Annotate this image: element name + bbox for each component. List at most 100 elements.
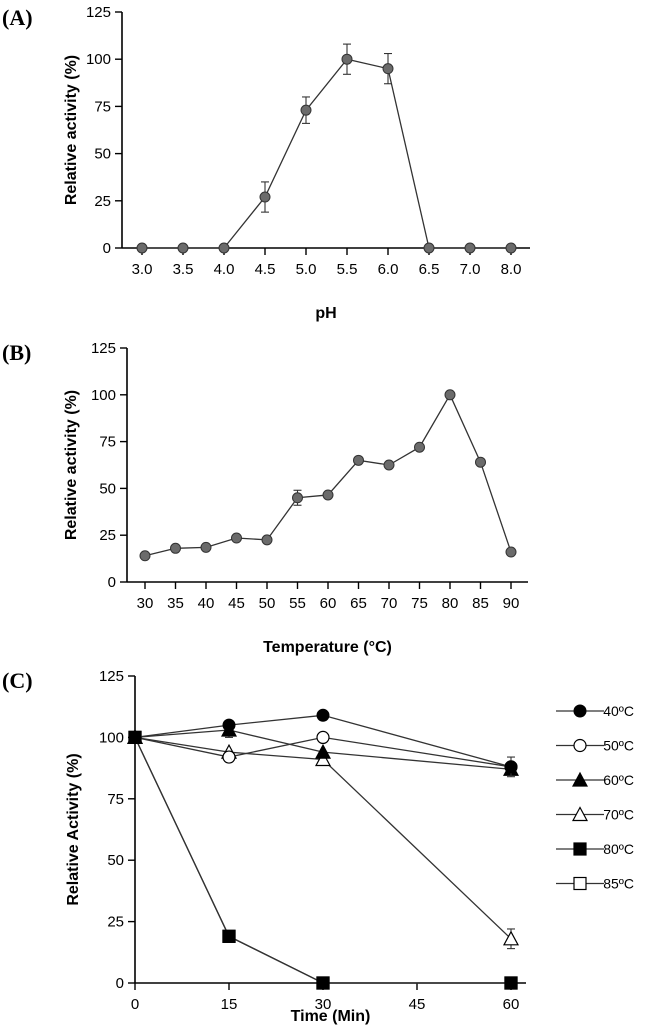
panel-label: (C) — [2, 668, 33, 693]
x-tick-label: 6.0 — [378, 261, 399, 278]
series-point — [222, 718, 236, 732]
data-point — [261, 534, 273, 546]
series-point — [222, 929, 236, 943]
y-tick-label: 0 — [103, 240, 111, 257]
series-line — [134, 736, 512, 768]
x-tick-label: 45 — [228, 595, 245, 612]
panel-label: (B) — [2, 340, 31, 365]
data-point — [136, 242, 148, 254]
series-point — [314, 751, 332, 767]
series-point — [316, 708, 330, 722]
series-point — [316, 976, 330, 990]
data-point — [475, 456, 486, 468]
data-point — [300, 104, 312, 116]
x-tick-label: 65 — [350, 595, 367, 612]
data-point — [177, 242, 189, 254]
data-point — [464, 242, 476, 254]
x-tick-label: 5.5 — [337, 261, 358, 278]
x-tick-label: 60 — [320, 595, 337, 612]
legend-marker — [573, 876, 587, 891]
x-tick-label: 30 — [315, 996, 332, 1013]
data-point — [322, 489, 334, 501]
y-axis-title: Relative activity (%) — [63, 390, 80, 540]
legend-marker — [571, 771, 589, 787]
data-line — [144, 393, 512, 557]
data-point — [414, 441, 425, 453]
y-tick-label: 125 — [99, 668, 124, 685]
legend: 40ºC 50ºC 60ºC 70ºC 80ºC 85ºC — [556, 703, 634, 892]
legend-label: 50ºC — [603, 738, 634, 754]
y-axis-title: Relative activity (%) — [63, 55, 80, 205]
y-tick-label: 50 — [99, 480, 116, 497]
y-tick-label: 50 — [107, 852, 124, 869]
series-point — [314, 743, 332, 759]
series-point — [504, 760, 518, 774]
series-line — [134, 729, 512, 770]
y-tick-label: 25 — [107, 914, 124, 931]
y-tick-label: 0 — [108, 574, 116, 591]
data-point — [423, 242, 435, 254]
data-point — [353, 454, 364, 466]
data-point — [382, 63, 394, 75]
x-tick-label: 3.5 — [173, 261, 194, 278]
x-axis-title: Time (Min) — [291, 1008, 371, 1025]
data-point — [259, 191, 271, 203]
panel-label: (A) — [2, 5, 33, 30]
x-tick-label: 4.0 — [214, 261, 235, 278]
y-tick-label: 75 — [107, 791, 124, 808]
x-tick-label: 3.0 — [132, 261, 153, 278]
legend-marker — [573, 842, 587, 856]
y-axis-title: Relative Activity (%) — [65, 753, 82, 905]
y-tick-label: 100 — [91, 387, 116, 404]
panel-b: (B) 0 25 50 75 100 125 30 35 40 45 50 55 60 65 70 75 80 85… — [2, 340, 528, 656]
y-tick-label: 100 — [99, 729, 124, 746]
y-tick-label: 25 — [99, 527, 116, 544]
y-tick-label: 0 — [116, 975, 124, 992]
data-point — [139, 550, 151, 562]
data-point — [218, 242, 230, 254]
data-point — [292, 492, 303, 504]
y-tick-label: 50 — [94, 146, 111, 163]
x-tick-label: 90 — [503, 595, 520, 612]
x-tick-label: 4.5 — [255, 261, 276, 278]
x-tick-label: 8.0 — [501, 261, 522, 278]
x-tick-label: 7.0 — [460, 261, 481, 278]
x-tick-label: 40 — [198, 595, 215, 612]
data-point — [170, 542, 181, 554]
x-tick-label: 45 — [409, 996, 426, 1013]
x-tick-label: 15 — [221, 996, 238, 1013]
series-point — [504, 976, 518, 990]
x-tick-label: 55 — [289, 595, 306, 612]
x-tick-label: 6.5 — [419, 261, 440, 278]
x-tick-label: 30 — [137, 595, 154, 612]
legend-marker — [573, 704, 587, 718]
data-line — [142, 58, 511, 249]
x-tick-label: 0 — [131, 996, 139, 1013]
x-tick-label: 35 — [167, 595, 184, 612]
legend-label: 40ºC — [603, 703, 634, 719]
x-tick-label: 85 — [472, 595, 489, 612]
y-tick-label: 100 — [86, 51, 111, 68]
legend-marker — [573, 738, 587, 753]
legend-label: 85ºC — [603, 876, 634, 892]
x-axis-title: Temperature (°C) — [263, 639, 392, 656]
x-tick-label: 80 — [442, 595, 459, 612]
x-tick-label: 5.0 — [296, 261, 317, 278]
panel-c: (C) 0 25 50 75 100 125 0 15 30 45 60 Relative Activi… — [2, 668, 526, 1025]
series-point — [502, 930, 520, 946]
legend-marker — [571, 806, 589, 822]
x-tick-label: 60 — [503, 996, 520, 1013]
series-line — [134, 737, 511, 984]
series-point — [222, 750, 236, 764]
legend-label: 60ºC — [603, 772, 634, 788]
x-tick-label: 70 — [381, 595, 398, 612]
legend-label: 80ºC — [603, 841, 634, 857]
series-line — [134, 737, 511, 984]
data-point — [341, 53, 353, 65]
y-tick-label: 75 — [94, 98, 111, 115]
x-tick-label: 75 — [411, 595, 428, 612]
data-point — [444, 389, 456, 401]
series-line — [134, 736, 512, 940]
series-line — [134, 714, 512, 768]
